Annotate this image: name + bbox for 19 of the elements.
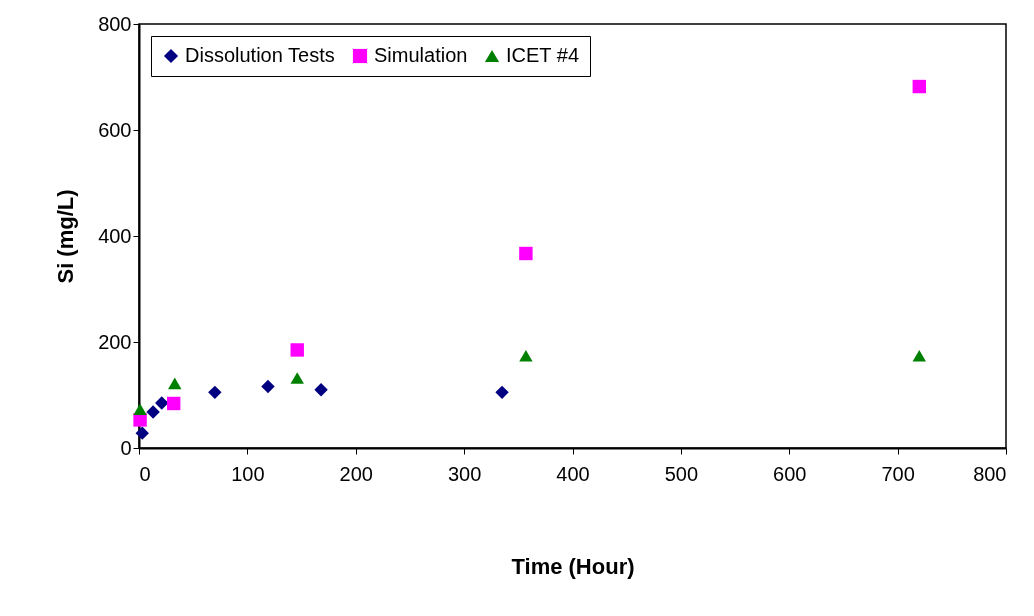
y-tick-label: 0 <box>120 436 132 459</box>
y-tick-label: 800 <box>98 12 132 35</box>
x-tick-label: 400 <box>556 462 590 485</box>
x-tick-label: 500 <box>664 462 699 485</box>
y-tick-label: 400 <box>98 224 132 247</box>
x-tick-label: 800 <box>973 462 1007 485</box>
y-tick-label: 200 <box>98 330 132 353</box>
legend-label: Simulation <box>374 44 468 66</box>
y-tick-label: 600 <box>98 118 132 141</box>
y-axis-title: Si (mg/L) <box>53 189 79 284</box>
x-tick-label: 600 <box>773 462 807 485</box>
x-tick-label: 100 <box>231 462 265 485</box>
x-tick-label: 300 <box>447 462 482 485</box>
legend-label: ICET #4 <box>506 44 579 66</box>
x-tick-label: 700 <box>881 462 915 485</box>
x-tick-label: 200 <box>339 462 373 485</box>
legend-label: Dissolution Tests <box>185 44 335 66</box>
x-tick-label: 0 <box>139 462 151 485</box>
x-axis-title: Time (Hour) <box>511 553 635 579</box>
